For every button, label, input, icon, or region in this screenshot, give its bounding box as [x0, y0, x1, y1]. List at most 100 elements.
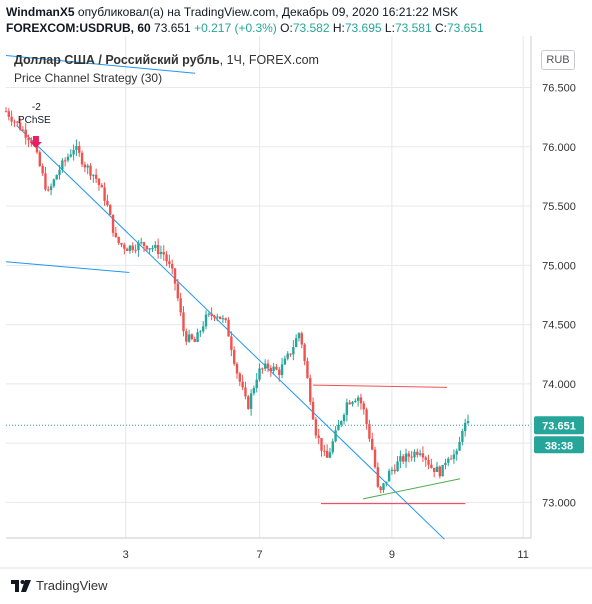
- candle-body: [340, 421, 343, 425]
- candle-body: [258, 368, 261, 380]
- candle-body: [432, 467, 436, 473]
- candle-body: [151, 247, 154, 249]
- open-label: O:: [280, 21, 293, 35]
- candle-body: [89, 165, 92, 176]
- candle-body: [173, 268, 177, 284]
- signal-qty: -2: [32, 102, 41, 113]
- candle-body: [137, 242, 140, 251]
- candle-body: [78, 146, 81, 153]
- candle-body: [142, 242, 146, 246]
- candle-body: [416, 451, 419, 455]
- candle-body: [111, 214, 115, 233]
- sell-arrow-icon: [29, 135, 42, 148]
- candle-body: [306, 361, 309, 379]
- candle-body: [345, 402, 349, 415]
- candle-body: [272, 366, 275, 371]
- candle-body: [362, 403, 365, 410]
- candle-body: [356, 397, 360, 401]
- candle-body: [396, 461, 399, 472]
- candle-body: [165, 254, 168, 262]
- currency-badge[interactable]: RUB: [541, 50, 575, 70]
- candle-body: [311, 401, 315, 420]
- candle-body: [148, 248, 151, 250]
- y-tick-label: 76.500: [542, 82, 576, 94]
- candle-body: [182, 312, 185, 332]
- candle-body: [418, 453, 422, 455]
- candle-body: [404, 453, 408, 462]
- candle-body: [190, 334, 194, 339]
- candle-body: [328, 452, 332, 458]
- candle-body: [368, 424, 371, 439]
- candle-body: [269, 367, 273, 371]
- candle-body: [131, 245, 134, 250]
- candle-body: [30, 140, 33, 143]
- candle-body: [421, 453, 425, 458]
- countdown-tag: [534, 436, 584, 454]
- candle-body: [154, 244, 157, 248]
- candle-body: [162, 252, 165, 255]
- candle-body: [58, 169, 61, 176]
- candle-body: [4, 111, 8, 113]
- y-tick-label: 73.000: [542, 497, 576, 509]
- candle-body: [373, 449, 377, 468]
- candle-body: [213, 315, 216, 318]
- candle-body: [309, 378, 312, 402]
- y-tick-label: 74.000: [542, 379, 576, 391]
- candle-body: [44, 173, 47, 190]
- candle-body: [458, 441, 461, 451]
- x-tick-label: 11: [517, 549, 528, 561]
- candle-body: [69, 154, 72, 157]
- candle-body: [337, 424, 340, 431]
- candle-body: [106, 200, 109, 206]
- candle-body: [393, 469, 396, 472]
- candle-body: [455, 450, 458, 455]
- candle-body: [49, 186, 53, 190]
- candle-body: [320, 437, 323, 451]
- candle-body: [66, 156, 70, 161]
- trend-line-main: [16, 125, 445, 540]
- candle-body: [390, 469, 394, 471]
- candle-body: [325, 450, 329, 458]
- trend-line-left: [5, 261, 130, 273]
- candle-body: [359, 397, 363, 404]
- candle-body: [55, 175, 58, 180]
- candle-body: [61, 160, 64, 170]
- candle-body: [286, 353, 289, 359]
- candle-body: [227, 319, 230, 337]
- candle-body: [185, 331, 188, 342]
- candle-body: [402, 456, 405, 462]
- candle-body: [466, 420, 470, 423]
- candle-body: [156, 244, 160, 255]
- candle-body: [125, 248, 129, 251]
- candle-body: [249, 393, 253, 409]
- candle-body: [275, 366, 278, 370]
- candle-body: [72, 149, 75, 155]
- candle-body: [7, 111, 11, 117]
- high-value: 73.695: [344, 21, 382, 35]
- chart-drawings: [5, 54, 531, 540]
- high-label: H:: [332, 21, 345, 35]
- published-text: опубликовал(а) на TradingView.com, Декаб…: [77, 5, 459, 19]
- instrument-name: Доллар США / Российский рубль: [14, 53, 220, 67]
- low-label: L:: [384, 21, 395, 35]
- x-tick-label: 7: [257, 549, 263, 561]
- candle-body: [407, 453, 411, 457]
- candle-body: [427, 459, 430, 465]
- candle-body: [196, 332, 199, 342]
- candle-body: [134, 249, 137, 251]
- footer-brand[interactable]: TradingView: [10, 577, 108, 593]
- candle-body: [430, 464, 433, 468]
- candle-body: [323, 450, 326, 452]
- candle-body: [204, 314, 208, 327]
- candle-body: [171, 264, 174, 269]
- candle-body: [379, 486, 382, 491]
- strategy-label[interactable]: Price Channel Strategy (30): [14, 71, 163, 85]
- author-name[interactable]: WindmanX5: [6, 5, 75, 19]
- candle-body: [399, 456, 402, 462]
- candle-body: [266, 363, 270, 368]
- y-tick-label: 76.000: [542, 142, 576, 154]
- candle-body: [371, 438, 374, 450]
- brand-name: TradingView: [36, 577, 108, 593]
- candle-body: [120, 243, 123, 245]
